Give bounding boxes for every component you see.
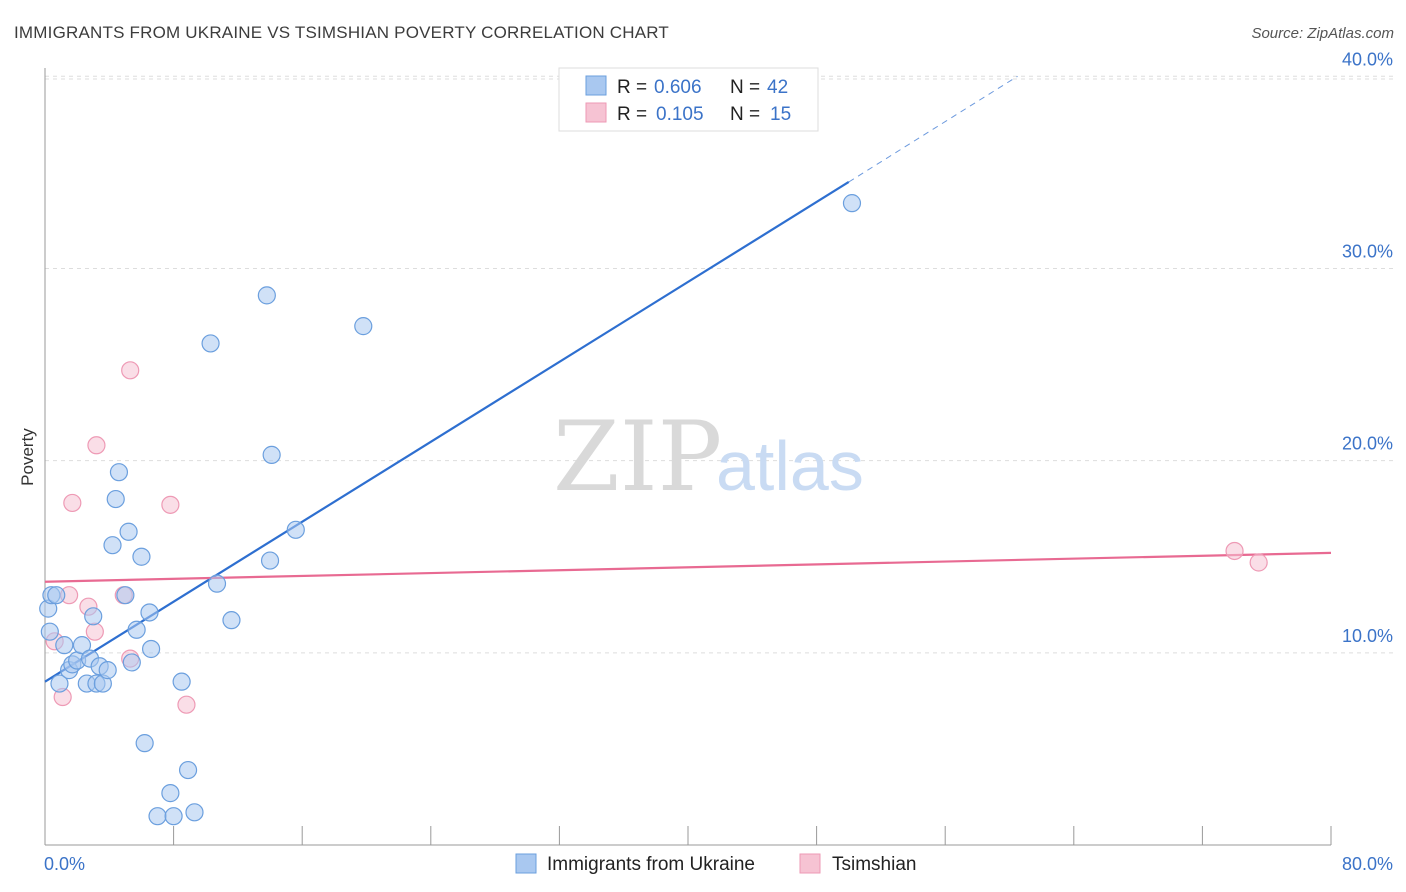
legend-swatch-tsimshian [799,853,821,874]
point-ukraine [286,520,305,539]
stats-legend: R = 0.606 N = 42 R = 0.105 N = 15 [558,67,819,132]
trend-line-ukraine [44,181,850,683]
point-ukraine [47,586,66,605]
legend-swatch-ukraine [515,853,537,874]
series-ukraine-points [39,194,862,826]
stats-n-value-ukraine: 42 [767,77,788,98]
stats-swatch-ukraine [585,75,607,96]
chart-title: IMMIGRANTS FROM UKRAINE VS TSIMSHIAN POV… [14,23,669,42]
legend-label-ukraine: Immigrants from Ukraine [547,854,755,875]
point-ukraine [260,551,280,570]
watermark: ZIP atlas [553,401,864,513]
point-ukraine [148,807,167,826]
point-ukraine [207,574,227,593]
chart-source: Source: ZipAtlas.com [1251,25,1394,42]
point-ukraine [132,547,151,566]
point-ukraine [127,620,146,639]
point-ukraine [201,334,220,353]
stats-r-value-ukraine: 0.606 [654,77,702,98]
watermark-atlas: atlas [716,427,864,505]
point-ukraine [842,194,862,213]
point-ukraine [140,603,159,622]
stats-n-label-ukraine: N = [730,77,760,98]
y-tick-labels: 10.0% 20.0% 30.0% 40.0% [1342,49,1393,646]
point-tsimshian [161,495,180,514]
y-tick-label-40: 40.0% [1342,49,1393,69]
y-tick-label-10: 10.0% [1342,626,1393,646]
point-ukraine [109,463,129,482]
point-ukraine [98,661,117,680]
legend-label-tsimshian: Tsimshian [832,854,916,875]
point-ukraine [161,784,180,803]
point-tsimshian [85,622,104,641]
point-ukraine [116,586,135,605]
point-tsimshian [63,493,82,513]
x-tick-label-max: 80.0% [1342,854,1393,874]
point-ukraine [122,653,141,672]
point-tsimshian [121,361,140,380]
point-ukraine [106,489,125,509]
point-ukraine [178,760,198,780]
x-tick-marks [44,826,1332,845]
point-ukraine [135,734,154,753]
stats-r-label-tsimshian: R = [617,104,647,125]
y-tick-label-20: 20.0% [1342,434,1393,454]
point-ukraine [164,807,183,826]
trend-lines [44,75,1332,683]
point-ukraine [222,611,241,630]
x-tick-label-min: 0.0% [44,854,85,874]
stats-n-label-tsimshian: N = [730,104,760,125]
point-ukraine [72,636,92,655]
point-ukraine [257,286,276,305]
point-ukraine [55,636,74,655]
point-tsimshian [87,436,106,455]
stats-swatch-tsimshian [585,102,607,123]
point-ukraine [50,674,69,693]
point-ukraine [354,317,373,336]
stats-r-value-tsimshian: 0.105 [656,104,704,125]
point-tsimshian [1249,553,1268,572]
bottom-legend: Immigrants from Ukraine Tsimshian [515,853,916,875]
point-ukraine [40,622,59,641]
point-ukraine [103,536,122,555]
watermark-zip: ZIP [553,401,722,513]
trend-line-ukraine-extension [848,75,1018,183]
point-ukraine [262,445,281,464]
point-ukraine [119,522,138,541]
point-ukraine [185,803,204,822]
point-tsimshian [1225,541,1244,561]
point-ukraine [141,639,161,659]
trend-line-tsimshian [44,551,1332,583]
y-tick-label-30: 30.0% [1342,241,1393,261]
point-tsimshian [177,695,196,714]
point-ukraine [172,672,191,691]
stats-n-value-tsimshian: 15 [770,104,791,125]
point-ukraine [84,607,103,626]
y-axis-label: Poverty [18,428,37,486]
stats-r-label-ukraine: R = [617,77,647,98]
